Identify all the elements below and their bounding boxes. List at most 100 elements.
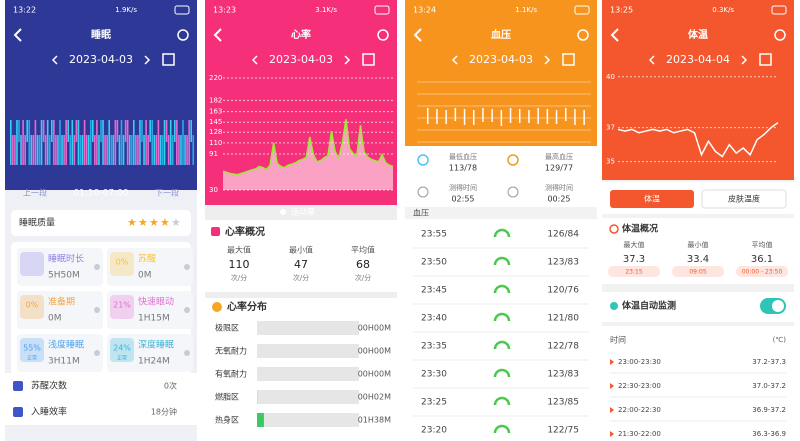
tile-percent: 21% [113,301,131,310]
calendar-button[interactable] [162,53,175,66]
status-time: 13:24 [413,6,436,15]
sleep-stage-stripe [12,135,14,165]
tile-icon [20,338,44,362]
tile [107,334,193,372]
tile-value: 1H15M [138,314,170,324]
reading-value: 121/80 [547,314,579,324]
sleep-stage-stripe [120,120,123,165]
calendar-button[interactable] [562,53,575,66]
net-speed: 0.3K/s [712,6,734,14]
column-header: (℃) [773,336,787,344]
section-icon [609,224,619,234]
reading-value: 123/83 [547,258,579,268]
bp-bar [482,108,484,122]
reading-value: 122/78 [547,342,579,352]
tab-active[interactable] [610,190,694,208]
bp-bar [491,109,493,122]
calendar-button[interactable] [759,53,772,66]
prev-segment[interactable]: 上一段 [23,188,47,198]
date-prev[interactable] [251,55,258,65]
back-button[interactable] [610,28,619,42]
date-next[interactable] [144,55,151,65]
tile-label: 准备期 [48,296,75,308]
date-next[interactable] [741,55,748,65]
toggle-knob [772,300,784,312]
back-button[interactable] [13,28,22,42]
tile-percent: 24% [113,344,131,353]
share-button[interactable] [774,29,786,41]
sleep-stage-stripe [135,135,137,165]
tile-value: 3H11M [48,357,80,367]
stat-value: 113/78 [449,164,477,173]
icon [417,154,429,166]
sleep-stage-stripe [87,135,90,165]
net-speed: 3.1K/s [315,6,337,14]
sleep-stage-stripe [53,120,55,165]
bp-bar [500,110,503,126]
sleep-stage-stripe [114,120,117,165]
zone-duration: 00H00M [358,347,391,356]
sleep-stage-stripe [130,135,133,165]
screen-title: 睡眠 [91,28,111,41]
gauge-icon [493,228,511,238]
tile-percent: 0% [26,301,39,310]
stat-value: 33.4 [687,254,709,265]
y-tick-label: 128 [209,128,222,136]
sleep-stage-stripe [98,135,100,165]
bp-bar [445,110,447,124]
stat-label: 平均值 [351,245,375,255]
section-icon [610,302,618,310]
stat-unit: 次/分 [293,273,309,282]
date-prev[interactable] [51,55,58,65]
sleep-stage-stripe [188,120,190,165]
date-prev[interactable] [451,55,458,65]
gauge-icon [493,312,511,322]
row-icon [13,407,23,417]
back-button[interactable] [413,28,422,42]
tile-icon [20,252,44,276]
row-time: 22:30-23:00 [618,382,661,390]
net-speed: 1.9K/s [115,6,137,14]
tab[interactable] [701,189,787,209]
bp-bar [528,110,530,123]
bp-bar [583,110,585,125]
row-time: 22:00-22:30 [618,406,661,414]
sleep-stage-stripe [155,135,158,165]
reading-time: 23:50 [421,258,447,268]
stat-label: 最高血压 [545,152,573,161]
share-button[interactable] [577,29,589,41]
share-button[interactable] [377,29,389,41]
row-value: 36.3-36.9 [752,430,786,438]
sleep-stage-stripe [48,135,51,165]
bp-bar [473,110,475,125]
y-tick-label: 163 [209,108,222,116]
calendar-button[interactable] [362,53,375,66]
bp-bar [436,109,438,124]
tile-icon [110,252,134,276]
sleep-range: 01:10-07:00 [73,189,128,199]
sleep-stage-stripe [100,120,102,142]
tab-label[interactable]: 体温 [644,194,660,204]
date-next[interactable] [344,55,351,65]
sleep-stage-stripe [67,120,69,142]
sleep-stage-stripe [161,135,164,165]
bp-bar [565,108,567,121]
tile [17,291,103,329]
bp-bar [537,108,539,124]
reading-time: 23:35 [421,342,447,352]
y-tick-label: 220 [209,74,222,82]
date: 2023-04-04 [666,53,730,66]
zone-track [257,367,359,381]
sleep-stage-stripe [73,135,76,165]
tile-value: 1H24M [138,357,170,367]
share-button[interactable] [177,29,189,41]
reading-time: 23:30 [421,370,447,380]
tab-label[interactable]: 皮肤温度 [728,194,760,204]
date-next[interactable] [544,55,551,65]
battery [771,5,787,15]
date-prev[interactable] [648,55,655,65]
stat-label: 平均值 [752,240,773,249]
sleep-stage-stripe [176,120,178,165]
back-button[interactable] [213,28,222,42]
next-segment[interactable]: 下一段 [155,188,179,198]
